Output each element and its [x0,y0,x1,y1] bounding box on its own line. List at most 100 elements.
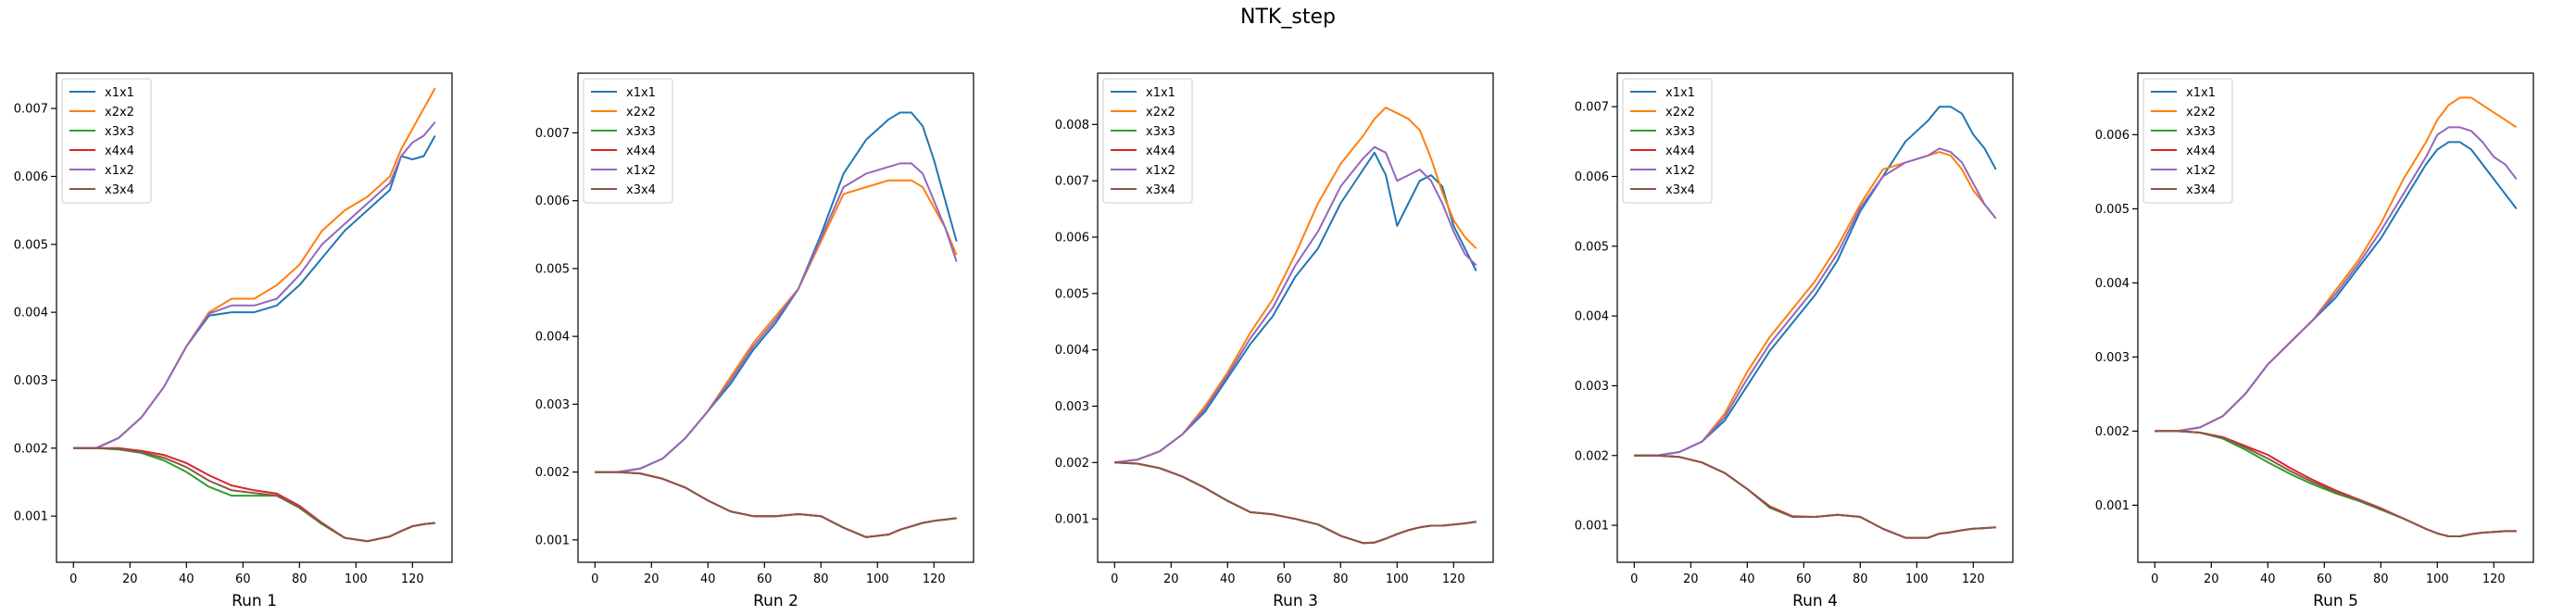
legend-label-x4x4: x4x4 [2186,145,2216,158]
legend-label-x1x1: x1x1 [1665,86,1695,100]
y-tick-label: 0.003 [14,374,48,388]
legend-label-x2x2: x2x2 [2186,106,2216,119]
legend-label-x3x3: x3x3 [105,125,134,139]
legend-box [2142,78,2233,204]
y-tick-label: 0.007 [1055,175,1089,189]
series-line-x1x2 [595,162,958,473]
y-tick-label: 0.002 [14,442,48,456]
y-tick-label: 0.003 [2095,351,2130,365]
y-tick-label: 0.002 [2095,425,2130,439]
figure-title: NTK_step [1240,6,1336,29]
axes-frame [1616,72,2014,563]
x-tick-label: 20 [1683,572,1699,586]
series-line-x2x2 [595,179,958,473]
series-line-x4x4 [2155,430,2517,537]
x-axis-label: Run 5 [2313,592,2358,610]
legend-label-x1x2: x1x2 [1665,164,1695,178]
x-tick-label: 120 [2482,572,2506,586]
series-line-x4x4 [1634,454,1996,539]
legend-label-x3x4: x3x4 [626,183,656,197]
legend-box [1622,78,1713,204]
legend-box [583,78,673,204]
legend-box [61,78,152,204]
x-tick-label: 80 [1853,572,1868,586]
x-tick-label: 120 [923,572,946,586]
x-tick-label: 40 [2260,572,2276,586]
series-line-x3x4 [1634,454,1996,539]
y-tick-label: 0.001 [14,510,48,524]
legend-label-x4x4: x4x4 [1146,145,1175,158]
y-tick-label: 0.004 [1575,310,1609,324]
x-tick-label: 20 [644,572,660,586]
series-line-x3x3 [73,446,435,543]
legend-label-x4x4: x4x4 [105,145,134,158]
series-line-x1x1 [1114,151,1477,464]
x-tick-label: 20 [2204,572,2219,586]
y-tick-label: 0.002 [1055,457,1089,471]
legend-label-x3x4: x3x4 [1665,183,1695,197]
axes-frame [577,72,974,563]
series-line-x4x4 [1114,461,1476,545]
y-tick-label: 0.005 [2095,203,2130,217]
x-axis-label: Run 4 [1792,592,1838,610]
legend-label-x1x2: x1x2 [1146,164,1175,178]
series-line-x4x4 [73,446,435,543]
series-line-x3x3 [1634,454,1996,539]
x-tick-label: 60 [1796,572,1812,586]
x-tick-label: 80 [2373,572,2389,586]
series-line-x1x2 [1634,147,1997,457]
chart-panel-2: 0 20 40 60 80 100 120 0.001 0.002 0.003 0.004 0.005… [535,72,974,610]
y-tick-label: 0.006 [2095,129,2130,143]
legend-label-x3x4: x3x4 [105,183,134,197]
x-tick-label: 80 [292,572,308,586]
legend-label-x3x4: x3x4 [2186,183,2216,197]
y-tick-label: 0.005 [1055,287,1089,301]
y-tick-label: 0.008 [1055,119,1089,132]
y-tick-label: 0.004 [535,331,570,345]
series-line-x1x2 [1114,145,1477,464]
legend-label-x3x3: x3x3 [626,125,656,139]
y-tick-label: 0.001 [1055,513,1089,527]
x-tick-label: 100 [345,572,368,586]
y-tick-label: 0.006 [14,170,48,184]
y-tick-label: 0.003 [1055,400,1089,414]
legend-label-x2x2: x2x2 [1146,106,1175,119]
x-tick-label: 0 [2151,572,2158,586]
legend-label-x1x2: x1x2 [2186,164,2216,178]
x-tick-label: 20 [122,572,138,586]
y-tick-label: 0.003 [535,398,570,412]
x-tick-label: 20 [1163,572,1179,586]
legend-label-x1x1: x1x1 [1146,86,1175,100]
legend-label-x3x4: x3x4 [1146,183,1175,197]
legend-label-x2x2: x2x2 [626,106,656,119]
x-tick-label: 0 [69,572,77,586]
x-tick-label: 100 [2426,572,2449,586]
y-tick-label: 0.002 [535,466,570,480]
x-tick-label: 0 [1111,572,1118,586]
y-tick-label: 0.004 [14,307,48,321]
y-tick-label: 0.005 [1575,240,1609,254]
series-line-x3x4 [595,471,957,538]
legend-label-x1x2: x1x2 [105,164,134,178]
axes-frame [2137,72,2534,563]
legend-label-x3x3: x3x3 [1146,125,1175,139]
x-tick-label: 80 [813,572,829,586]
series-line-x4x4 [595,471,957,538]
chart-panel-3: 0 20 40 60 80 100 120 0.001 0.002 0.003 0.004 0.005… [1055,72,1494,610]
legend-box [1102,78,1193,204]
y-tick-label: 0.004 [1055,344,1089,358]
chart-panel-4: 0 20 40 60 80 100 120 0.001 0.002 0.003 0.004 0.005… [1575,72,2014,610]
chart-panel-5: 0 20 40 60 80 100 120 0.001 0.002 0.003 0.004 0.005… [2095,72,2534,610]
x-axis-label: Run 2 [753,592,798,610]
x-tick-label: 100 [1386,572,1409,586]
legend-label-x1x1: x1x1 [105,86,134,100]
series-line-x3x4 [2155,430,2517,537]
x-tick-label: 120 [1442,572,1465,586]
x-tick-label: 60 [757,572,773,586]
x-tick-label: 40 [179,572,195,586]
x-tick-label: 0 [591,572,598,586]
y-tick-label: 0.001 [1575,520,1609,534]
x-tick-label: 40 [1220,572,1236,586]
legend-label-x3x3: x3x3 [2186,125,2216,139]
